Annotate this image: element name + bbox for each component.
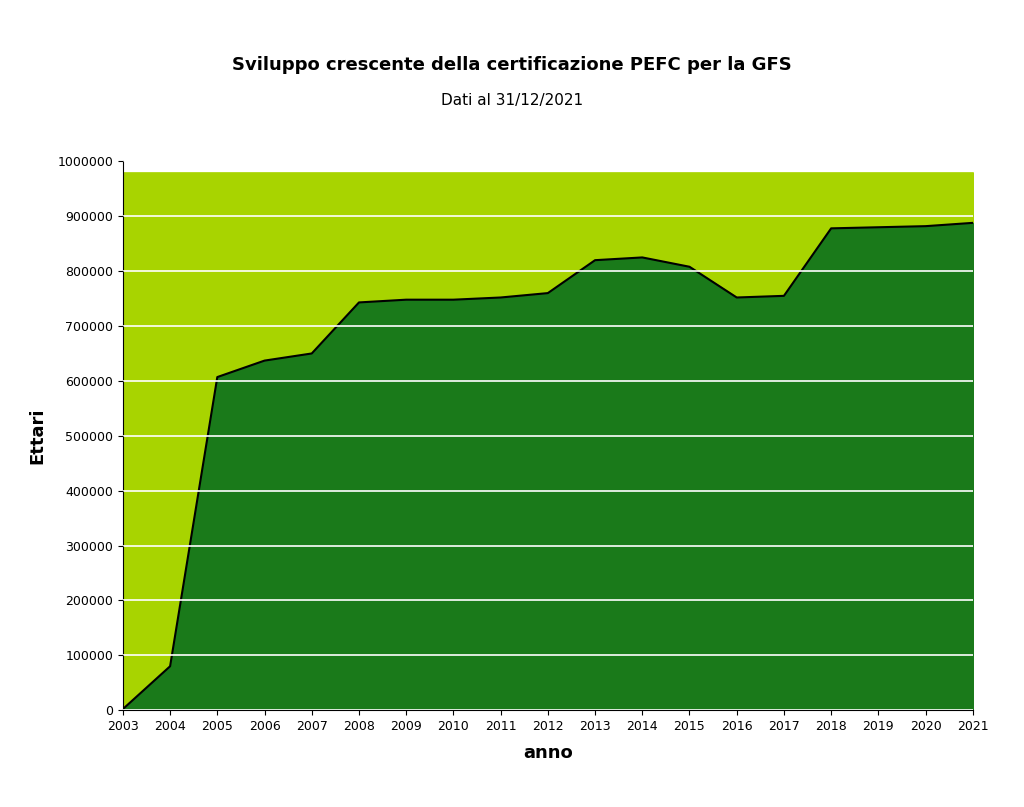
Y-axis label: Ettari: Ettari bbox=[29, 408, 46, 464]
Text: Sviluppo crescente della certificazione PEFC per la GFS: Sviluppo crescente della certificazione … bbox=[232, 56, 792, 73]
X-axis label: anno: anno bbox=[523, 744, 572, 762]
Text: Dati al 31/12/2021: Dati al 31/12/2021 bbox=[441, 94, 583, 108]
